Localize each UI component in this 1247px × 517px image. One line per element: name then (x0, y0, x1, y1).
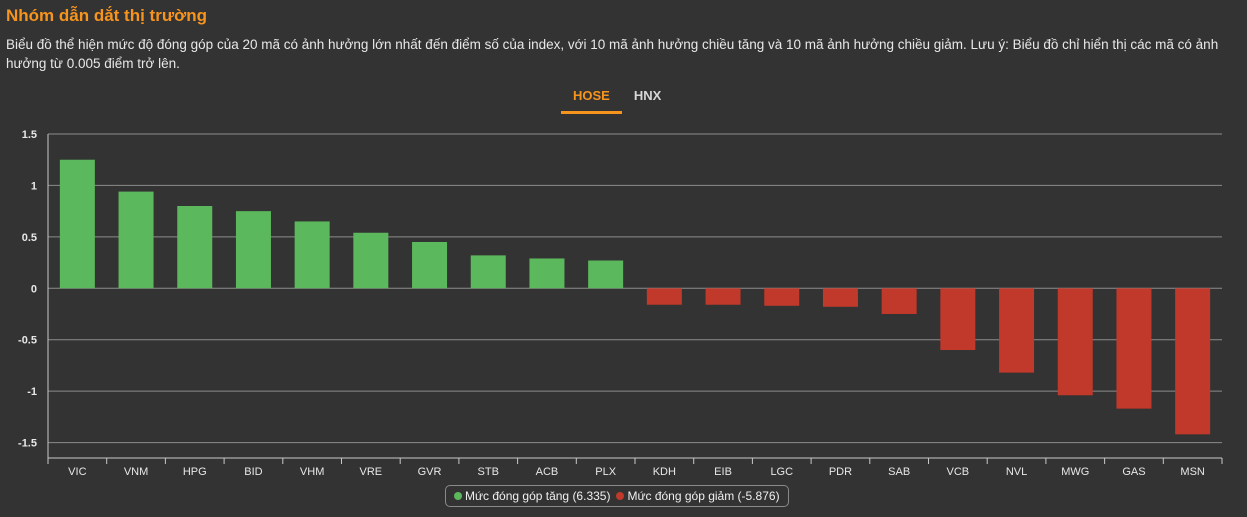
x-tick-label: VIC (68, 466, 86, 478)
bar-pdr[interactable] (822, 288, 858, 307)
x-tick-label: MSN (1180, 466, 1205, 478)
bar-vnm[interactable] (118, 191, 154, 289)
page-title: Nhóm dẫn dắt thị trường (6, 6, 207, 25)
red-dot-icon (616, 492, 625, 500)
x-tick-label: ACB (536, 466, 559, 478)
x-tick-label: EIB (714, 466, 732, 478)
x-tick-label: NVL (1006, 466, 1027, 478)
y-tick-label: 1 (31, 180, 37, 192)
y-tick-label: -0.5 (18, 335, 37, 347)
x-tick-label: PLX (595, 466, 616, 478)
contribution-bar-chart: 1.5 1 0.5 0 -0.5 -1 -1.5 VIC VNM HPG BID VHM VRE GVR S… (18, 129, 1223, 478)
tab-hnx[interactable]: HNX (633, 88, 662, 103)
bar-vre[interactable] (353, 232, 389, 289)
bar-nvl[interactable] (999, 288, 1035, 373)
x-tick-label: BID (244, 466, 262, 478)
x-tick-label: LGC (770, 466, 793, 478)
y-tick-label: 0.5 (22, 232, 37, 244)
tab-hose[interactable]: HOSE (561, 84, 622, 114)
bar-vhm[interactable] (294, 221, 330, 289)
bar-gas[interactable] (1116, 288, 1152, 409)
x-tick-label: MWG (1061, 466, 1089, 478)
legend-negative-label: Mức đóng góp giảm (-5.876) (627, 489, 780, 503)
x-tick-label: VNM (124, 466, 148, 478)
bar-msn[interactable] (1175, 288, 1211, 435)
bar-kdh[interactable] (646, 288, 682, 305)
legend-item-positive[interactable]: Mức đóng góp tăng (6.335) (454, 489, 610, 503)
x-tick-label: HPG (183, 466, 207, 478)
green-dot-icon (454, 492, 462, 500)
bar-acb[interactable] (529, 258, 565, 289)
y-tick-label: 0 (31, 283, 37, 295)
bar-stb[interactable] (470, 255, 506, 289)
y-tick-label: -1 (27, 386, 37, 398)
x-tick-label: VCB (947, 466, 970, 478)
bar-mwg[interactable] (1057, 288, 1093, 396)
bar-hpg[interactable] (177, 206, 213, 289)
chart-legend: Mức đóng góp tăng (6.335) Mức đóng góp g… (445, 485, 789, 507)
y-tick-label: 1.5 (22, 129, 37, 141)
bar-vic[interactable] (59, 159, 95, 289)
bar-plx[interactable] (588, 260, 624, 289)
legend-positive-label: Mức đóng góp tăng (6.335) (465, 489, 611, 503)
bar-lgc[interactable] (764, 288, 800, 306)
x-tick-label: GVR (418, 466, 442, 478)
chart-description: Biểu đồ thể hiện mức độ đóng góp của 20 … (6, 37, 1219, 71)
x-tick-label: SAB (888, 466, 910, 478)
x-tick-label: GAS (1122, 466, 1145, 478)
x-tick-label: VRE (360, 466, 383, 478)
bar-vcb[interactable] (940, 288, 976, 350)
exchange-tabs: HOSE HNX (561, 84, 673, 114)
y-tick-label: -1.5 (18, 438, 37, 450)
x-tick-label: KDH (653, 466, 676, 478)
x-tick-label: PDR (829, 466, 852, 478)
x-tick-label: STB (478, 466, 499, 478)
x-tick-label: VHM (300, 466, 324, 478)
bar-gvr[interactable] (412, 242, 448, 289)
bar-eib[interactable] (705, 288, 741, 305)
legend-item-negative[interactable]: Mức đóng góp giảm (-5.876) (616, 489, 780, 503)
bar-bid[interactable] (235, 211, 271, 289)
bar-sab[interactable] (881, 288, 917, 314)
